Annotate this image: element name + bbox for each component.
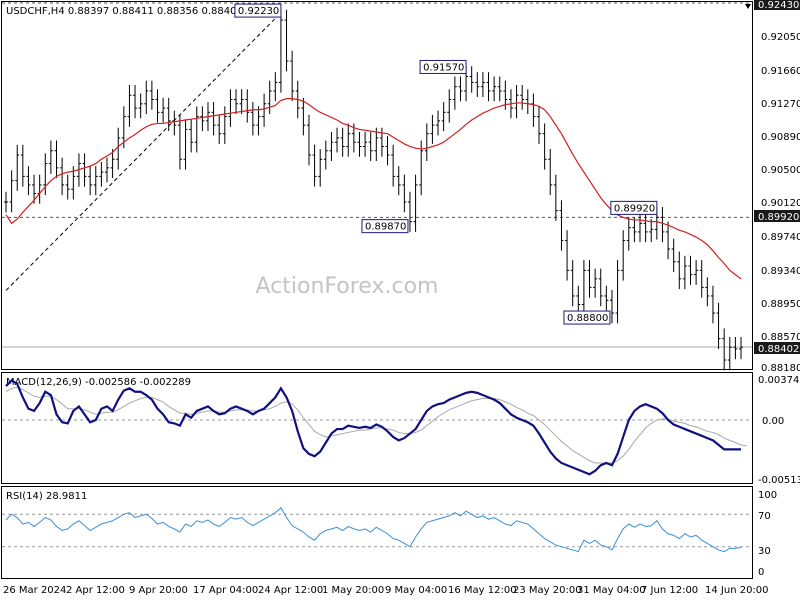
time-axis: 26 Mar 2024 2 Apr 12:00 9 Apr 20:00 17 A… bbox=[3, 585, 769, 596]
macd-series-layer bbox=[2, 379, 752, 476]
time-tick: 14 Jun 20:00 bbox=[705, 585, 769, 596]
price-annotation-label: 0.88800 bbox=[567, 313, 608, 324]
price-tick: 0.90500 bbox=[761, 165, 800, 176]
price-axis: 0.92050 0.91660 0.91270 0.90890 0.90500 … bbox=[761, 32, 800, 374]
time-tick: 31 May 04:00 bbox=[577, 585, 646, 596]
level-price-label: 0.89920 bbox=[758, 212, 799, 223]
rsi-panel-title: RSI(14) 28.9811 bbox=[6, 491, 87, 502]
price-annotation-label: 0.89870 bbox=[365, 222, 406, 233]
price-annotation-label: 0.92230 bbox=[238, 6, 279, 17]
price-annotation-box bbox=[563, 310, 611, 325]
trendline bbox=[5, 18, 276, 291]
price-annotations-layer: 0.92230 0.89870 0.91570 0.88800 0.89920 bbox=[234, 3, 658, 325]
macd-panel-title: MACD(12,26,9) -0.002586 -0.002289 bbox=[6, 377, 191, 388]
price-annotation-box bbox=[361, 219, 409, 234]
rsi-tick: 0 bbox=[758, 567, 764, 578]
price-annotation-label: 0.91570 bbox=[423, 62, 464, 73]
rsi-panel bbox=[1, 486, 753, 579]
time-tick: 9 Apr 20:00 bbox=[129, 585, 188, 596]
price-annotation-box bbox=[610, 200, 658, 215]
moving-average-line bbox=[5, 98, 742, 280]
time-tick: 2 Apr 12:00 bbox=[66, 585, 125, 596]
time-tick: 17 Apr 04:00 bbox=[193, 585, 258, 596]
time-tick: 9 May 04:00 bbox=[385, 585, 447, 596]
price-annotation-box bbox=[234, 3, 282, 18]
top-price-label: 0.92430 bbox=[758, 0, 799, 11]
current-price-label: 0.88402 bbox=[758, 344, 799, 355]
current-price-box bbox=[754, 342, 800, 354]
top-price-box bbox=[754, 0, 800, 10]
rsi-tick: 100 bbox=[758, 490, 777, 501]
rsi-series-layer bbox=[2, 507, 752, 553]
price-tick: 0.89740 bbox=[761, 232, 800, 243]
chart-shift-marker-icon[interactable] bbox=[745, 4, 751, 9]
macd-main-line bbox=[5, 379, 741, 476]
macd-tick: 0.00 bbox=[762, 416, 784, 427]
price-annotation-box bbox=[419, 59, 467, 74]
macd-signal-line bbox=[5, 386, 747, 464]
price-tick: 0.92050 bbox=[761, 32, 800, 43]
rsi-tick: 30 bbox=[758, 546, 771, 557]
price-tick: 0.88180 bbox=[761, 363, 800, 374]
price-tick: 0.91660 bbox=[761, 66, 800, 77]
price-panel bbox=[1, 1, 753, 370]
rsi-line bbox=[5, 507, 742, 553]
price-tick: 0.89340 bbox=[761, 266, 800, 277]
price-tick: 0.91270 bbox=[761, 99, 800, 110]
level-price-box bbox=[754, 210, 800, 222]
macd-tick: -0.00513 bbox=[758, 475, 800, 486]
watermark: ActionForex.com bbox=[256, 274, 439, 299]
time-tick: 23 May 20:00 bbox=[513, 585, 582, 596]
time-tick: 24 Apr 12:00 bbox=[258, 585, 323, 596]
price-series-layer bbox=[2, 2, 752, 371]
price-tick: 0.88570 bbox=[761, 332, 800, 343]
price-tick: 0.90890 bbox=[761, 132, 800, 143]
time-tick: 1 May 20:00 bbox=[322, 585, 384, 596]
macd-tick: 0.003747 bbox=[758, 375, 800, 386]
price-tick: 0.90120 bbox=[761, 198, 800, 209]
time-tick: 16 May 12:00 bbox=[448, 585, 517, 596]
time-tick: 7 Jun 12:00 bbox=[641, 585, 698, 596]
price-tick: 0.88950 bbox=[761, 299, 800, 310]
price-panel-title: USDCHF,H4 0.88397 0.88411 0.88356 0.8840… bbox=[6, 6, 243, 17]
price-annotation-label: 0.89920 bbox=[614, 203, 655, 214]
rsi-tick: 70 bbox=[758, 511, 771, 522]
time-tick: 26 Mar 2024 bbox=[3, 585, 66, 596]
